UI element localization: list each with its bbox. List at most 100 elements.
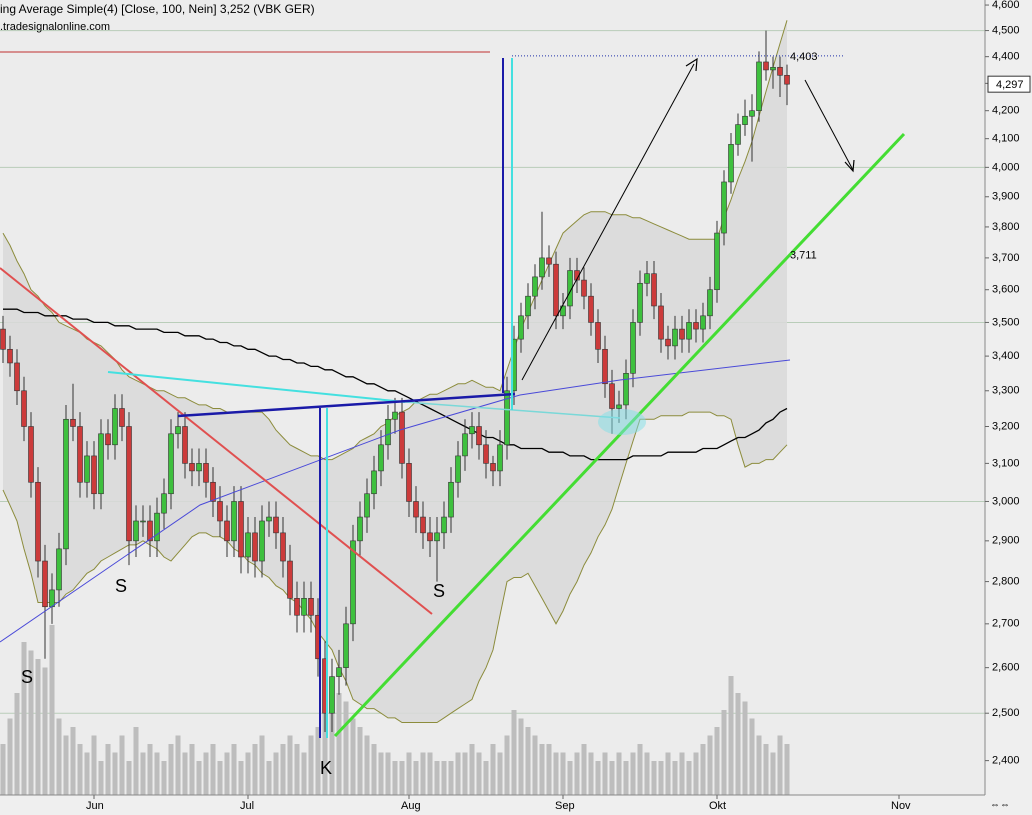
scroll-icon[interactable]: ⇔⇔ — [990, 800, 1010, 811]
candle-body — [504, 390, 510, 446]
candle-body — [133, 520, 139, 542]
candle-body — [175, 426, 181, 435]
y-tick-label: 3,700 — [992, 252, 1020, 264]
candle-body — [602, 348, 608, 385]
volume-bar — [581, 744, 587, 795]
y-tick-label: 3,900 — [992, 191, 1020, 203]
volume-bar — [399, 761, 405, 795]
candle-body — [147, 520, 153, 542]
candle-body — [644, 273, 650, 284]
volume-bar — [630, 752, 636, 795]
volume-bar — [49, 625, 55, 795]
candle-body — [581, 279, 587, 297]
candle-body — [595, 322, 601, 350]
volume-bar — [210, 744, 216, 795]
y-tick-label: 3,100 — [992, 457, 1020, 469]
y-tick-label: 2,900 — [992, 535, 1020, 547]
volume-bar — [420, 752, 426, 795]
volume-bar — [266, 761, 272, 795]
y-tick-label: 2,600 — [992, 662, 1020, 674]
candle-body — [42, 560, 48, 608]
arrow — [804, 79, 854, 171]
candle-body — [770, 66, 776, 71]
y-tick-label: 2,800 — [992, 576, 1020, 588]
candle-body — [63, 418, 69, 550]
volume-bar — [434, 761, 440, 795]
volume-bar — [588, 752, 594, 795]
y-tick-label: 2,700 — [992, 618, 1020, 630]
volume-bar — [217, 761, 223, 795]
volume-bar — [329, 710, 335, 795]
candle-body — [469, 426, 475, 435]
candle-body — [749, 110, 755, 117]
y-tick-label: 4,600 — [992, 0, 1020, 11]
y-tick-label: 3,000 — [992, 495, 1020, 507]
y-tick-label: 4,000 — [992, 161, 1020, 173]
candle-body — [336, 667, 342, 677]
candle-body — [476, 426, 482, 446]
band-lower — [2, 411, 788, 723]
pattern-label: S — [433, 581, 445, 601]
candle-body — [714, 232, 720, 291]
volume-bar — [280, 744, 286, 795]
volume-bar — [294, 744, 300, 795]
candle-body — [210, 481, 216, 502]
x-tick-label: Jun — [86, 800, 104, 812]
y-tick-label: 3,300 — [992, 385, 1020, 397]
x-axis-panel — [0, 795, 985, 815]
volume-bar — [483, 761, 489, 795]
x-tick-label: Jul — [240, 800, 254, 812]
volume-bar — [574, 752, 580, 795]
candle-body — [77, 426, 83, 483]
data-layer — [0, 20, 985, 795]
volume-bar — [609, 761, 615, 795]
cyan-trend-line — [107, 371, 406, 403]
candle-body — [259, 520, 265, 562]
level-label: 4,403 — [790, 51, 818, 63]
candle-body — [392, 411, 398, 420]
volume-bar — [245, 752, 251, 795]
candle-body — [462, 433, 468, 457]
candle-body — [224, 520, 230, 542]
candle-body — [301, 598, 307, 616]
volume-bar — [238, 761, 244, 795]
candle-body — [448, 481, 454, 518]
candle-body — [56, 548, 62, 591]
volume-bar — [735, 693, 741, 795]
volume-bar — [301, 752, 307, 795]
candle-body — [329, 676, 335, 714]
candle-body — [294, 598, 300, 616]
volume-bar — [749, 718, 755, 795]
candle-body — [14, 362, 20, 392]
candle-body — [616, 404, 622, 409]
candle-body — [343, 623, 349, 668]
y-tick-label: 3,800 — [992, 221, 1020, 233]
candle-body — [119, 408, 125, 427]
volume-bar — [511, 710, 517, 795]
volume-bar — [105, 744, 111, 795]
volume-bar — [602, 752, 608, 795]
candle-body — [168, 433, 174, 495]
candle-body — [273, 516, 279, 534]
candle-body — [308, 598, 314, 616]
candle-body — [140, 520, 146, 523]
drawing-tools: 4,403 3,711 S S K S — [0, 51, 906, 778]
candle-body — [700, 315, 706, 330]
volume-bar — [539, 744, 545, 795]
volume-bar — [231, 744, 237, 795]
volume-bar — [756, 735, 762, 795]
volume-bar — [777, 735, 783, 795]
volume-bar — [469, 744, 475, 795]
volume-bar — [378, 752, 384, 795]
volume-bar — [189, 744, 195, 795]
volume-bar — [644, 752, 650, 795]
volume-bar — [595, 761, 601, 795]
volume-bar — [7, 718, 13, 795]
arrow-head — [844, 159, 855, 173]
volume-bar — [182, 752, 188, 795]
candle-body — [413, 501, 419, 518]
volume-bar — [700, 744, 706, 795]
volume-bar — [315, 727, 321, 795]
last-price-box — [987, 75, 1031, 93]
